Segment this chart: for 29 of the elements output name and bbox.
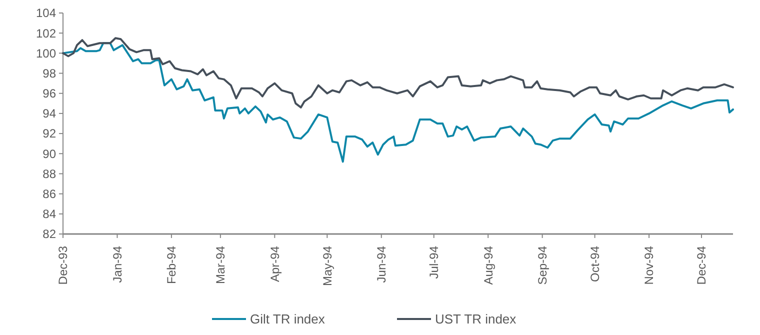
legend-label: Gilt TR index [250, 312, 326, 327]
y-tick-label: 92 [42, 126, 56, 141]
x-tick-label: Aug-94 [481, 246, 496, 285]
x-tick-label: Jun-94 [374, 246, 389, 283]
y-tick-label: 96 [42, 86, 56, 101]
x-tick-label: Apr-94 [268, 246, 282, 282]
y-tick-label: 84 [42, 207, 56, 222]
y-tick-label: 100 [36, 46, 56, 60]
x-tick-label: Oct-94 [588, 246, 602, 282]
x-tick-label: Feb-94 [164, 246, 179, 284]
y-tick-label: 102 [36, 26, 56, 40]
y-tick-label: 86 [42, 187, 56, 202]
y-tick-label: 94 [42, 106, 56, 121]
y-tick-label: 104 [36, 6, 56, 20]
y-tick-label: 82 [42, 227, 56, 242]
x-tick-label: Nov-94 [642, 246, 656, 285]
x-tick-label: Jul-94 [427, 246, 442, 279]
x-tick-label: Dec-93 [56, 246, 70, 285]
x-tick-label: May-94 [320, 246, 334, 286]
y-tick-label: 90 [42, 146, 56, 161]
legend-label: UST TR index [435, 312, 517, 327]
y-tick-label: 88 [42, 166, 56, 181]
x-tick-label: Mar-94 [214, 246, 228, 284]
x-tick-label: Sep-94 [536, 246, 550, 285]
line-series [62, 37, 734, 108]
y-tick-label: 98 [42, 66, 56, 80]
x-tick-label: Jan-94 [110, 246, 124, 283]
x-tick-label: Dec-94 [694, 246, 709, 285]
line-series [62, 42, 734, 163]
